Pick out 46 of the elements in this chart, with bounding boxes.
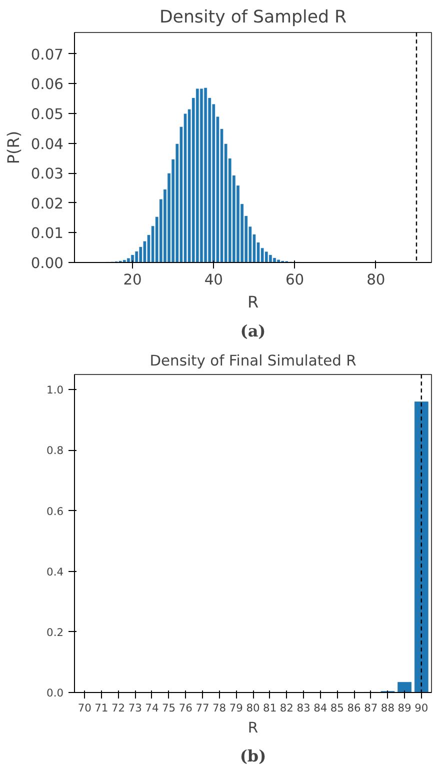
x-tick-label: 76 [178,702,193,714]
chart-title: Density of Sampled R [159,8,347,28]
x-tick-label: 74 [145,702,159,714]
x-tick-label: 83 [296,702,310,714]
x-tick-label: 80 [246,702,260,714]
y-tick-label: 0.0 [46,686,64,700]
x-axis-title: R [248,720,258,736]
x-tick-label: 82 [280,702,294,714]
x-tick-label: 90 [414,702,428,714]
x-tick-label: 73 [128,702,142,714]
x-tick-label: 71 [94,702,108,714]
x-tick-label: 70 [78,702,92,714]
y-tick-label: 0.05 [30,106,64,124]
x-tick-label: 88 [380,702,395,714]
x-tick-label: 40 [204,272,223,288]
x-tick-label: 85 [330,702,344,714]
y-tick-label: 0.2 [46,626,64,639]
x-tick-label: 78 [212,702,226,714]
x-tick-label: 80 [366,272,386,288]
x-tick-label: 72 [112,702,126,714]
x-tick-label: 60 [285,272,304,288]
x-tick-label: 75 [162,702,176,714]
x-tick-label: 87 [364,702,378,714]
y-tick-label: 0.04 [30,136,64,153]
text: (a) [240,322,266,340]
y-tick-label: 0.02 [30,195,64,212]
y-tick-label: 0.6 [46,504,64,518]
text: (b) [240,746,266,766]
y-tick-label: 0.03 [30,166,64,183]
x-tick-label: 79 [229,702,244,714]
x-tick-label: 20 [123,272,142,288]
chart-title: Density of Final Simulated R [150,352,356,370]
y-tick-label: 1.0 [46,384,64,397]
y-tick-label: 0.06 [30,76,64,94]
x-tick-label: 77 [196,702,210,714]
y-axis-title: P(R) [4,130,23,164]
x-tick-label: 89 [398,702,412,714]
x-tick-label: 84 [314,702,328,714]
y-tick-label: 0.01 [30,225,64,242]
y-tick-label: 0.00 [30,255,64,272]
y-tick-label: 0.8 [46,444,64,458]
y-tick-label: 0.4 [46,565,64,578]
x-tick-label: 81 [263,702,277,714]
y-tick-label: 0.07 [30,46,64,64]
x-tick-label: 86 [347,702,362,714]
x-axis-title: R [247,292,259,312]
